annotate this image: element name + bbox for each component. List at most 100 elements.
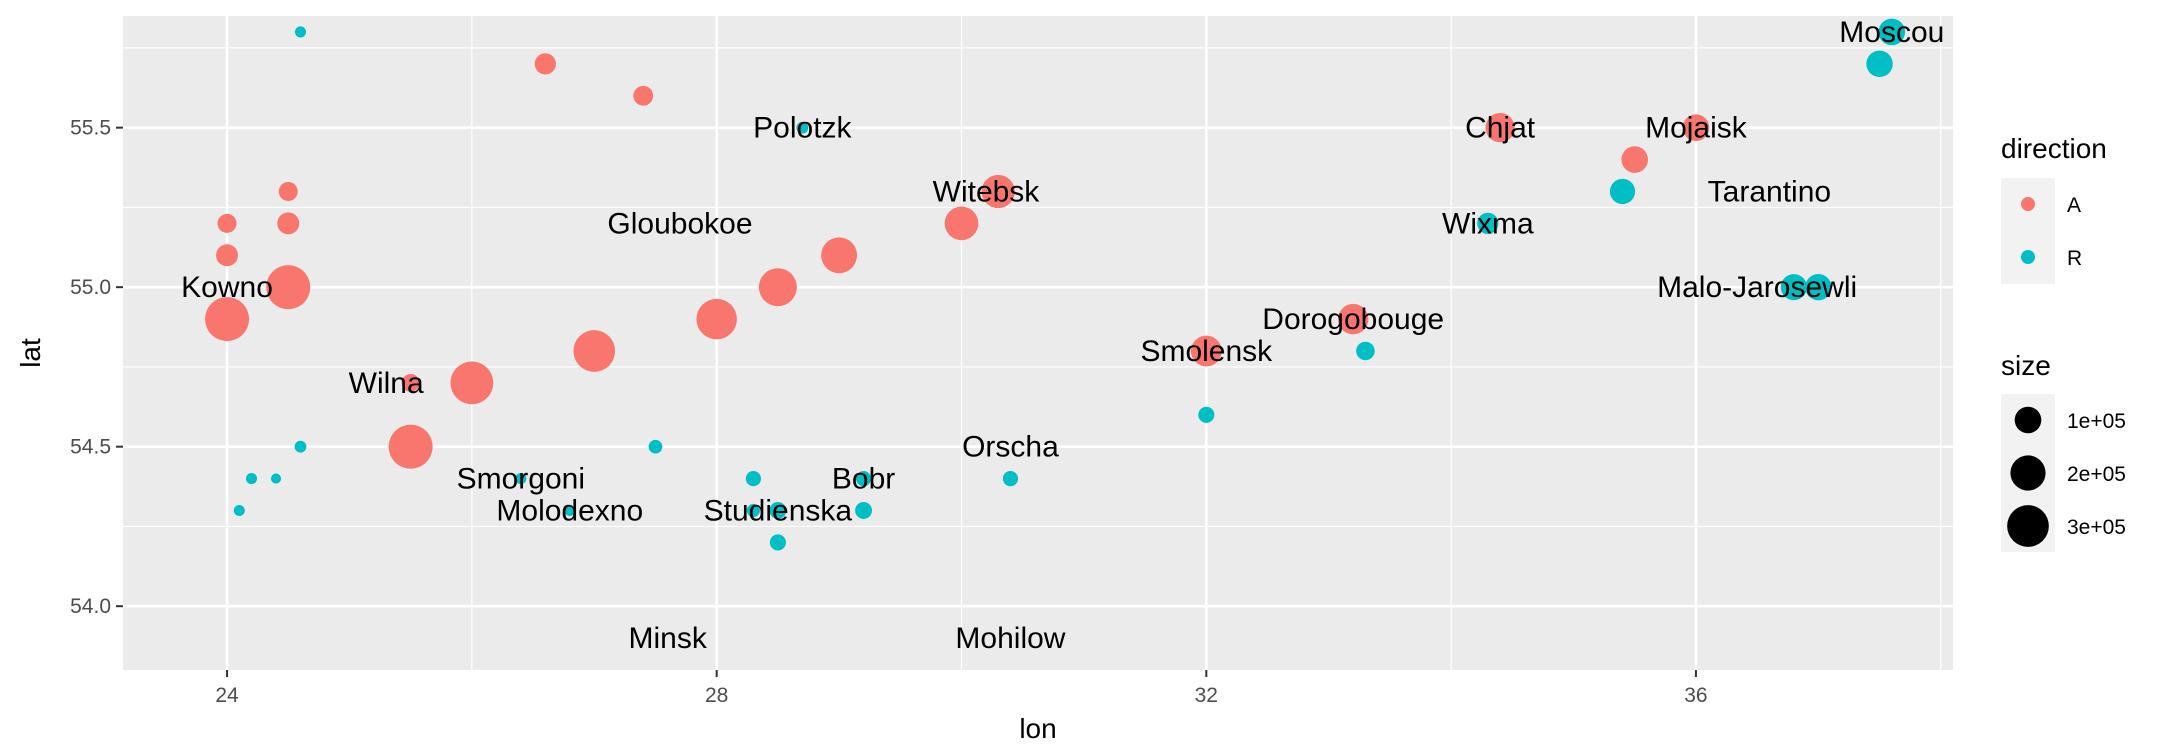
legend-size-key bbox=[2014, 406, 2042, 434]
data-point-advance bbox=[1190, 335, 1222, 367]
data-point-retreat bbox=[270, 473, 282, 484]
legend-size-label: 3e+05 bbox=[2067, 516, 2126, 539]
data-point-retreat bbox=[746, 503, 760, 518]
data-point-advance bbox=[388, 424, 433, 469]
data-point-advance bbox=[633, 85, 654, 106]
city-label: Molodexno bbox=[496, 494, 643, 527]
data-point-retreat bbox=[796, 121, 809, 134]
data-point-retreat bbox=[855, 502, 873, 519]
city-label: Wilna bbox=[349, 367, 424, 400]
data-point-advance bbox=[217, 213, 237, 233]
legend-key-A bbox=[2021, 197, 2035, 211]
legend-size-key bbox=[2007, 505, 2049, 547]
data-point-advance bbox=[1621, 146, 1649, 173]
data-point-retreat bbox=[1356, 341, 1375, 361]
legend-size-label: 1e+05 bbox=[2067, 410, 2126, 433]
data-point-retreat bbox=[1878, 18, 1906, 46]
data-point-retreat bbox=[1866, 50, 1893, 78]
y-tick-label: 55.5 bbox=[70, 117, 111, 140]
data-point-advance bbox=[205, 297, 250, 342]
data-point-retreat bbox=[1805, 274, 1832, 301]
data-point-retreat bbox=[745, 470, 762, 487]
data-point-advance bbox=[266, 265, 311, 310]
x-tick-label: 28 bbox=[705, 684, 728, 707]
legend-direction-items: AR bbox=[2021, 194, 2082, 270]
y-tick-label: 54.5 bbox=[70, 436, 111, 459]
legend-size-items: 1e+05 2e+05 3e+05 bbox=[2007, 406, 2126, 547]
legend-label-A: A bbox=[2067, 194, 2081, 217]
city-label: Witebsk bbox=[933, 175, 1041, 208]
data-point-advance bbox=[1682, 114, 1710, 141]
data-point-advance bbox=[573, 330, 616, 372]
city-label: Mohilow bbox=[955, 622, 1065, 655]
data-point-retreat bbox=[1609, 178, 1636, 205]
data-point-retreat bbox=[564, 504, 576, 517]
city-label: Chjat bbox=[1465, 112, 1536, 145]
data-point-advance bbox=[534, 53, 556, 75]
legend-size-key bbox=[2010, 455, 2046, 491]
data-point-advance bbox=[1338, 303, 1369, 335]
data-point-advance bbox=[981, 174, 1015, 209]
data-point-retreat bbox=[855, 470, 872, 487]
city-label: Smolensk bbox=[1140, 335, 1273, 368]
x-axis: 24 28 32 36 bbox=[215, 670, 1708, 707]
data-point-retreat bbox=[769, 502, 787, 519]
data-point-advance bbox=[401, 373, 420, 392]
x-tick-label: 24 bbox=[215, 684, 239, 707]
x-tick-label: 32 bbox=[1195, 684, 1218, 707]
city-label: Bobr bbox=[832, 463, 895, 496]
data-point-advance bbox=[1485, 113, 1515, 143]
city-label: Wixma bbox=[1442, 207, 1534, 240]
city-label: Kowno bbox=[181, 271, 273, 304]
legend-size-label: 2e+05 bbox=[2067, 463, 2126, 486]
data-point-advance bbox=[278, 181, 298, 201]
y-tick-label: 54.0 bbox=[70, 595, 111, 618]
x-tick-label: 36 bbox=[1684, 684, 1707, 707]
panel-background bbox=[123, 16, 1953, 670]
city-label: Mojaisk bbox=[1645, 112, 1748, 145]
city-label: Minsk bbox=[629, 622, 708, 655]
data-points bbox=[205, 18, 1906, 551]
data-point-retreat bbox=[648, 439, 663, 454]
data-point-retreat bbox=[1198, 406, 1215, 423]
legend-key-R bbox=[2021, 250, 2035, 264]
data-point-retreat bbox=[294, 440, 307, 453]
data-point-advance bbox=[216, 244, 239, 267]
data-point-retreat bbox=[1002, 470, 1019, 487]
grid-minor bbox=[123, 16, 1953, 670]
x-axis-title: lon bbox=[1019, 713, 1056, 744]
data-point-advance bbox=[758, 268, 797, 307]
data-point-advance bbox=[696, 298, 737, 340]
city-label: Orscha bbox=[962, 431, 1059, 464]
y-tick-label: 55.0 bbox=[70, 276, 111, 299]
data-point-advance bbox=[821, 237, 858, 274]
data-point-advance bbox=[277, 212, 300, 235]
city-label: Tarantino bbox=[1708, 175, 1831, 208]
data-point-retreat bbox=[1477, 212, 1499, 235]
city-label: Moscou bbox=[1839, 16, 1944, 49]
city-label: Smorgoni bbox=[457, 463, 585, 496]
legend-size-title: size bbox=[2001, 350, 2051, 381]
data-point-retreat bbox=[246, 473, 258, 485]
y-axis: 54.0 54.5 55.0 55.5 bbox=[70, 117, 123, 618]
legend-label-R: R bbox=[2067, 247, 2082, 270]
legend-direction-keys-bg bbox=[2001, 178, 2055, 284]
data-point-retreat bbox=[294, 26, 307, 38]
data-point-retreat bbox=[769, 534, 786, 551]
data-point-advance bbox=[944, 206, 979, 241]
y-axis-title: lat bbox=[15, 338, 46, 368]
legend-direction-title: direction bbox=[2001, 133, 2107, 164]
data-point-advance bbox=[450, 361, 494, 405]
city-label: Malo-Jarosewli bbox=[1657, 271, 1857, 304]
city-label: Gloubokoe bbox=[607, 207, 752, 240]
data-point-retreat bbox=[233, 504, 245, 517]
city-label: Dorogobouge bbox=[1262, 303, 1444, 336]
data-point-retreat bbox=[515, 473, 527, 485]
data-point-retreat bbox=[1780, 274, 1807, 301]
city-label: Studienska bbox=[704, 494, 853, 527]
city-label: Polotzk bbox=[753, 112, 852, 145]
